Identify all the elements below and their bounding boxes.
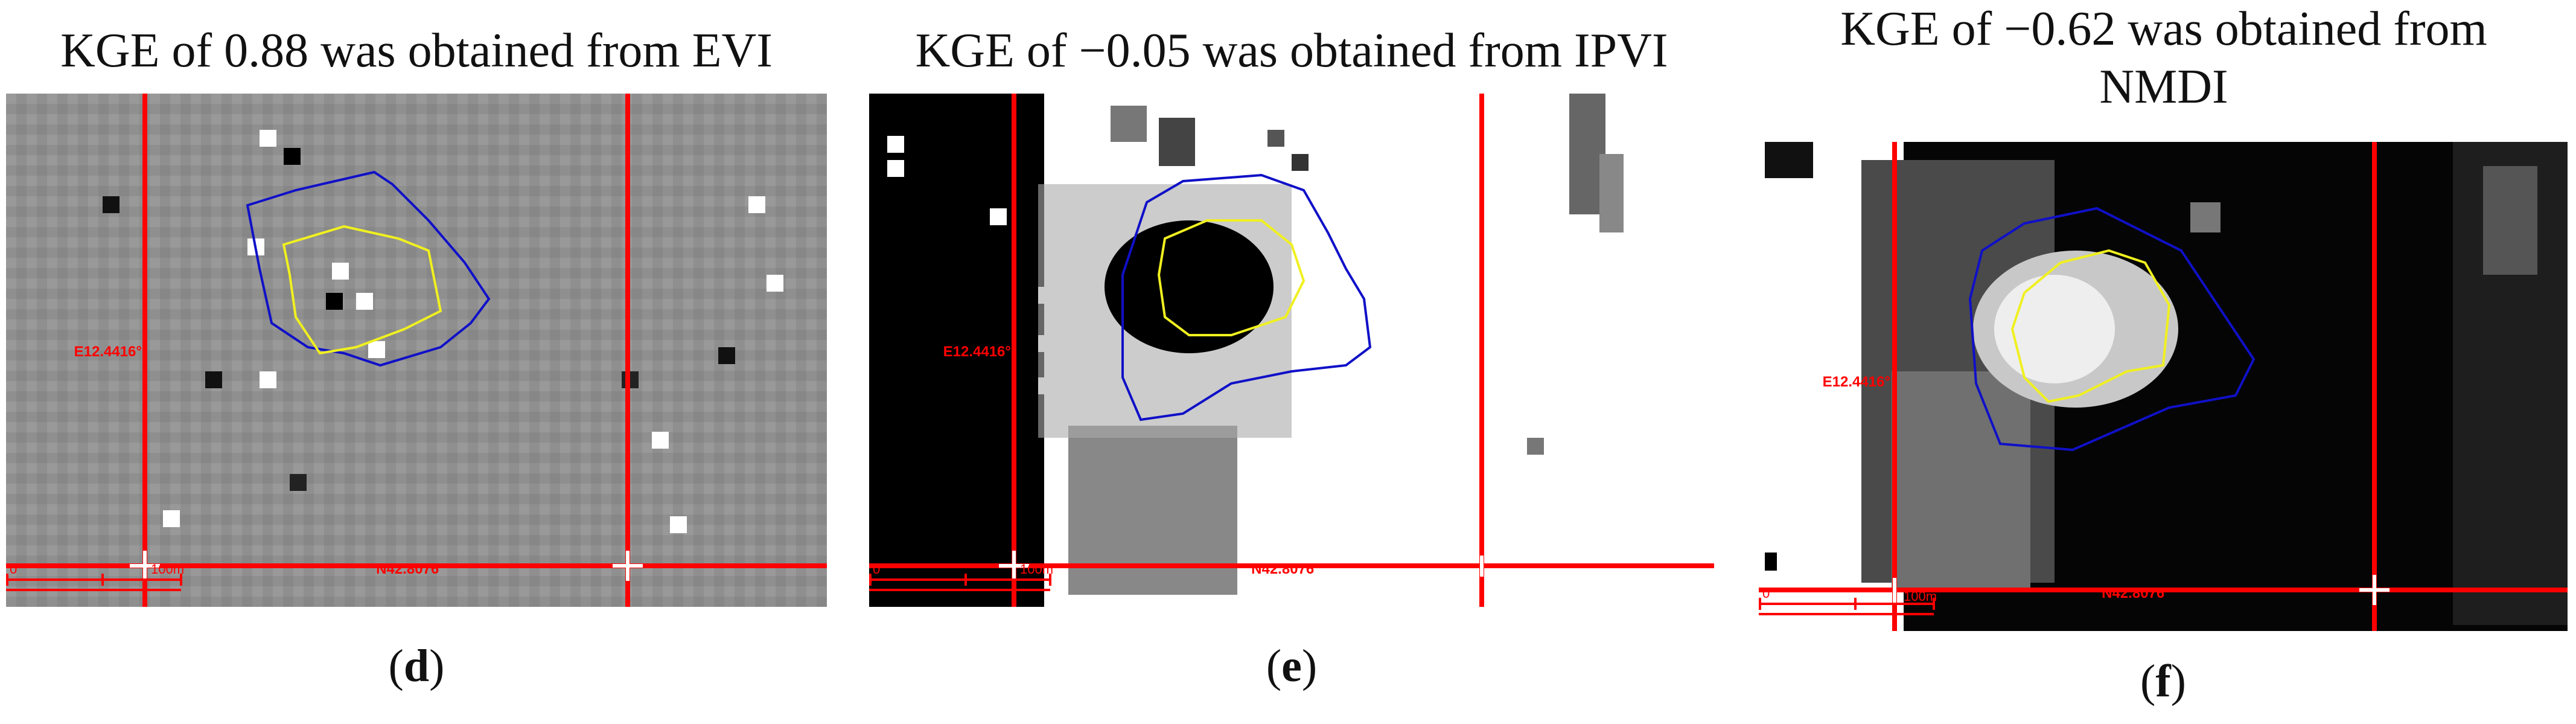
scale-zero: 0 — [10, 562, 17, 577]
latitude-label: N42.8076° — [376, 561, 445, 577]
scale-zero: 0 — [873, 562, 880, 577]
panel-title: KGE of −0.62 was obtained from NMDI — [1840, 2, 2487, 114]
longitude-label: E12.4416° — [943, 344, 1011, 360]
scale-bar — [869, 574, 1051, 591]
scale-bar — [6, 574, 182, 591]
inner-boundary — [2010, 249, 2171, 403]
grey-region — [1892, 371, 2030, 589]
panel-f: KGE of −0.62 was obtained from NMDI E12.… — [1750, 0, 2576, 724]
dark-pixel — [1765, 142, 1813, 178]
scale-label: 100m — [1020, 562, 1053, 577]
map-image-ipvi: E12.4416° N42.8076° 0 100m — [869, 94, 1714, 607]
crosshair-marks — [130, 551, 643, 581]
longitude-label: E12.4416° — [74, 344, 142, 360]
longitude-label: E12.4416° — [1823, 374, 1890, 390]
crosshair-marks — [1893, 575, 2389, 605]
speckle-pixels — [103, 130, 783, 533]
inner-boundary — [1157, 219, 1306, 336]
latitude-label: N42.8076° — [2102, 585, 2170, 601]
map-image-nmdi: E12.4416° N42.8076° 0 100m — [1759, 142, 2568, 631]
bright-core-center — [1994, 275, 2115, 383]
outer-boundary — [1121, 173, 1372, 421]
map-image-evi: E12.4416° N42.8076° 0 100m — [6, 94, 827, 607]
panel-e: KGE of −0.05 was obtained from IPVI — [863, 0, 1720, 724]
outer-boundary — [246, 170, 491, 367]
grey-region — [2483, 166, 2537, 275]
panel-title: KGE of −0.05 was obtained from IPVI — [915, 24, 1668, 77]
panel-caption: (d) — [388, 641, 445, 691]
scale-label: 100m — [151, 562, 184, 577]
grey-smear — [1068, 426, 1237, 595]
crosshair-marks — [999, 551, 1484, 581]
inner-boundary — [282, 225, 442, 355]
scale-zero: 0 — [1762, 586, 1770, 601]
scale-bar — [1759, 598, 1935, 615]
scale-label: 100m — [1904, 589, 1937, 604]
outer-boundary — [1968, 207, 2256, 452]
panel-caption: (e) — [1266, 641, 1318, 691]
latitude-label: N42.8076° — [1251, 561, 1320, 577]
panel-title: KGE of 0.88 was obtained from EVI — [60, 24, 773, 77]
dark-core — [1105, 220, 1274, 353]
grey-pixel — [2190, 202, 2221, 232]
panel-caption: (f) — [2140, 656, 2186, 706]
dark-pixel — [1765, 553, 1777, 571]
panel-d: KGE of 0.88 was obtained from EVI — [0, 0, 833, 724]
